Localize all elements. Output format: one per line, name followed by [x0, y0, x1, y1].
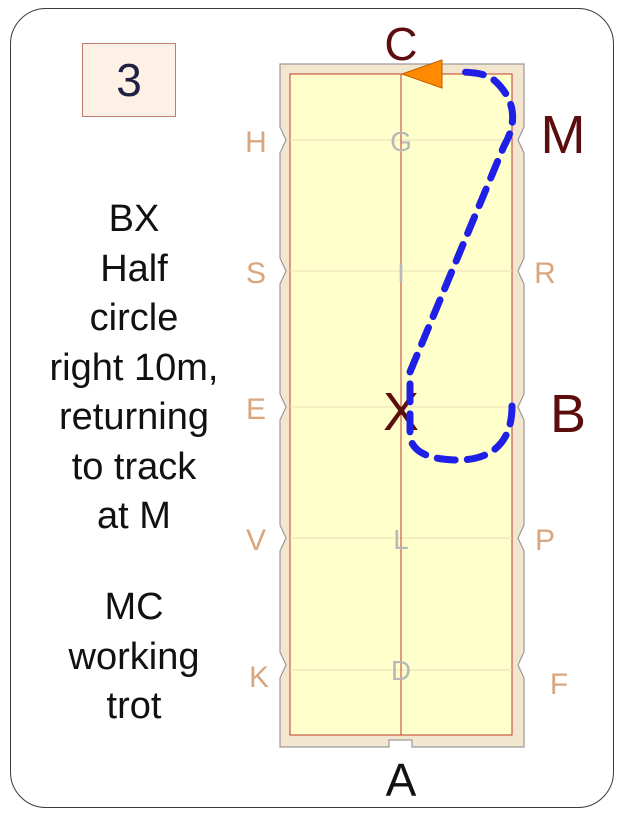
marker-p: P: [535, 524, 555, 557]
instruction-line: trot: [106, 685, 162, 727]
marker-r: R: [534, 257, 556, 290]
instruction-line: returning: [59, 396, 209, 438]
marker-e: E: [246, 393, 266, 426]
marker-v: V: [246, 524, 266, 557]
marker-f: F: [550, 668, 568, 701]
instruction-line: to track: [71, 445, 197, 488]
movement-instruction: BX Half circle right 10m, returning to t…: [22, 195, 246, 542]
instruction-line: working: [68, 635, 200, 678]
marker-b: B: [550, 384, 586, 444]
marker-d: D: [391, 655, 411, 686]
marker-i: I: [397, 257, 405, 288]
marker-s: S: [246, 257, 266, 290]
marker-a: A: [386, 754, 417, 806]
marker-l: L: [393, 524, 409, 555]
instruction-line: Half: [100, 247, 168, 290]
instruction-line: at M: [97, 495, 171, 537]
instruction-line: right 10m,: [49, 346, 219, 389]
marker-g: G: [390, 126, 412, 157]
marker-k: K: [249, 661, 269, 694]
marker-h: H: [245, 126, 267, 159]
step-number: 3: [116, 54, 142, 106]
marker-c: C: [384, 18, 417, 70]
gait-instruction: MC working trot: [22, 583, 246, 732]
instruction-line: circle: [89, 297, 179, 339]
instruction-line: BX: [108, 198, 160, 240]
instruction-line: MC: [104, 586, 164, 628]
marker-x: X: [383, 382, 419, 442]
riding-path: [406, 68, 517, 464]
marker-m: M: [541, 105, 586, 165]
direction-arrow-icon: [400, 59, 443, 89]
step-number-badge: 3: [82, 43, 176, 117]
